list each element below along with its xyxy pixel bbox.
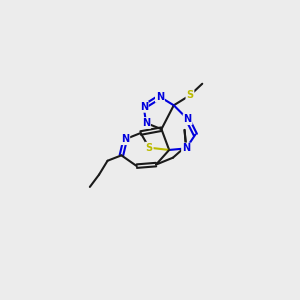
Text: N: N	[156, 92, 164, 102]
Text: N: N	[121, 134, 129, 144]
Text: N: N	[140, 102, 148, 112]
Text: N: N	[184, 114, 192, 124]
Text: N: N	[142, 118, 150, 128]
Text: S: S	[146, 143, 153, 153]
Text: N: N	[182, 143, 190, 153]
Text: S: S	[186, 90, 194, 100]
